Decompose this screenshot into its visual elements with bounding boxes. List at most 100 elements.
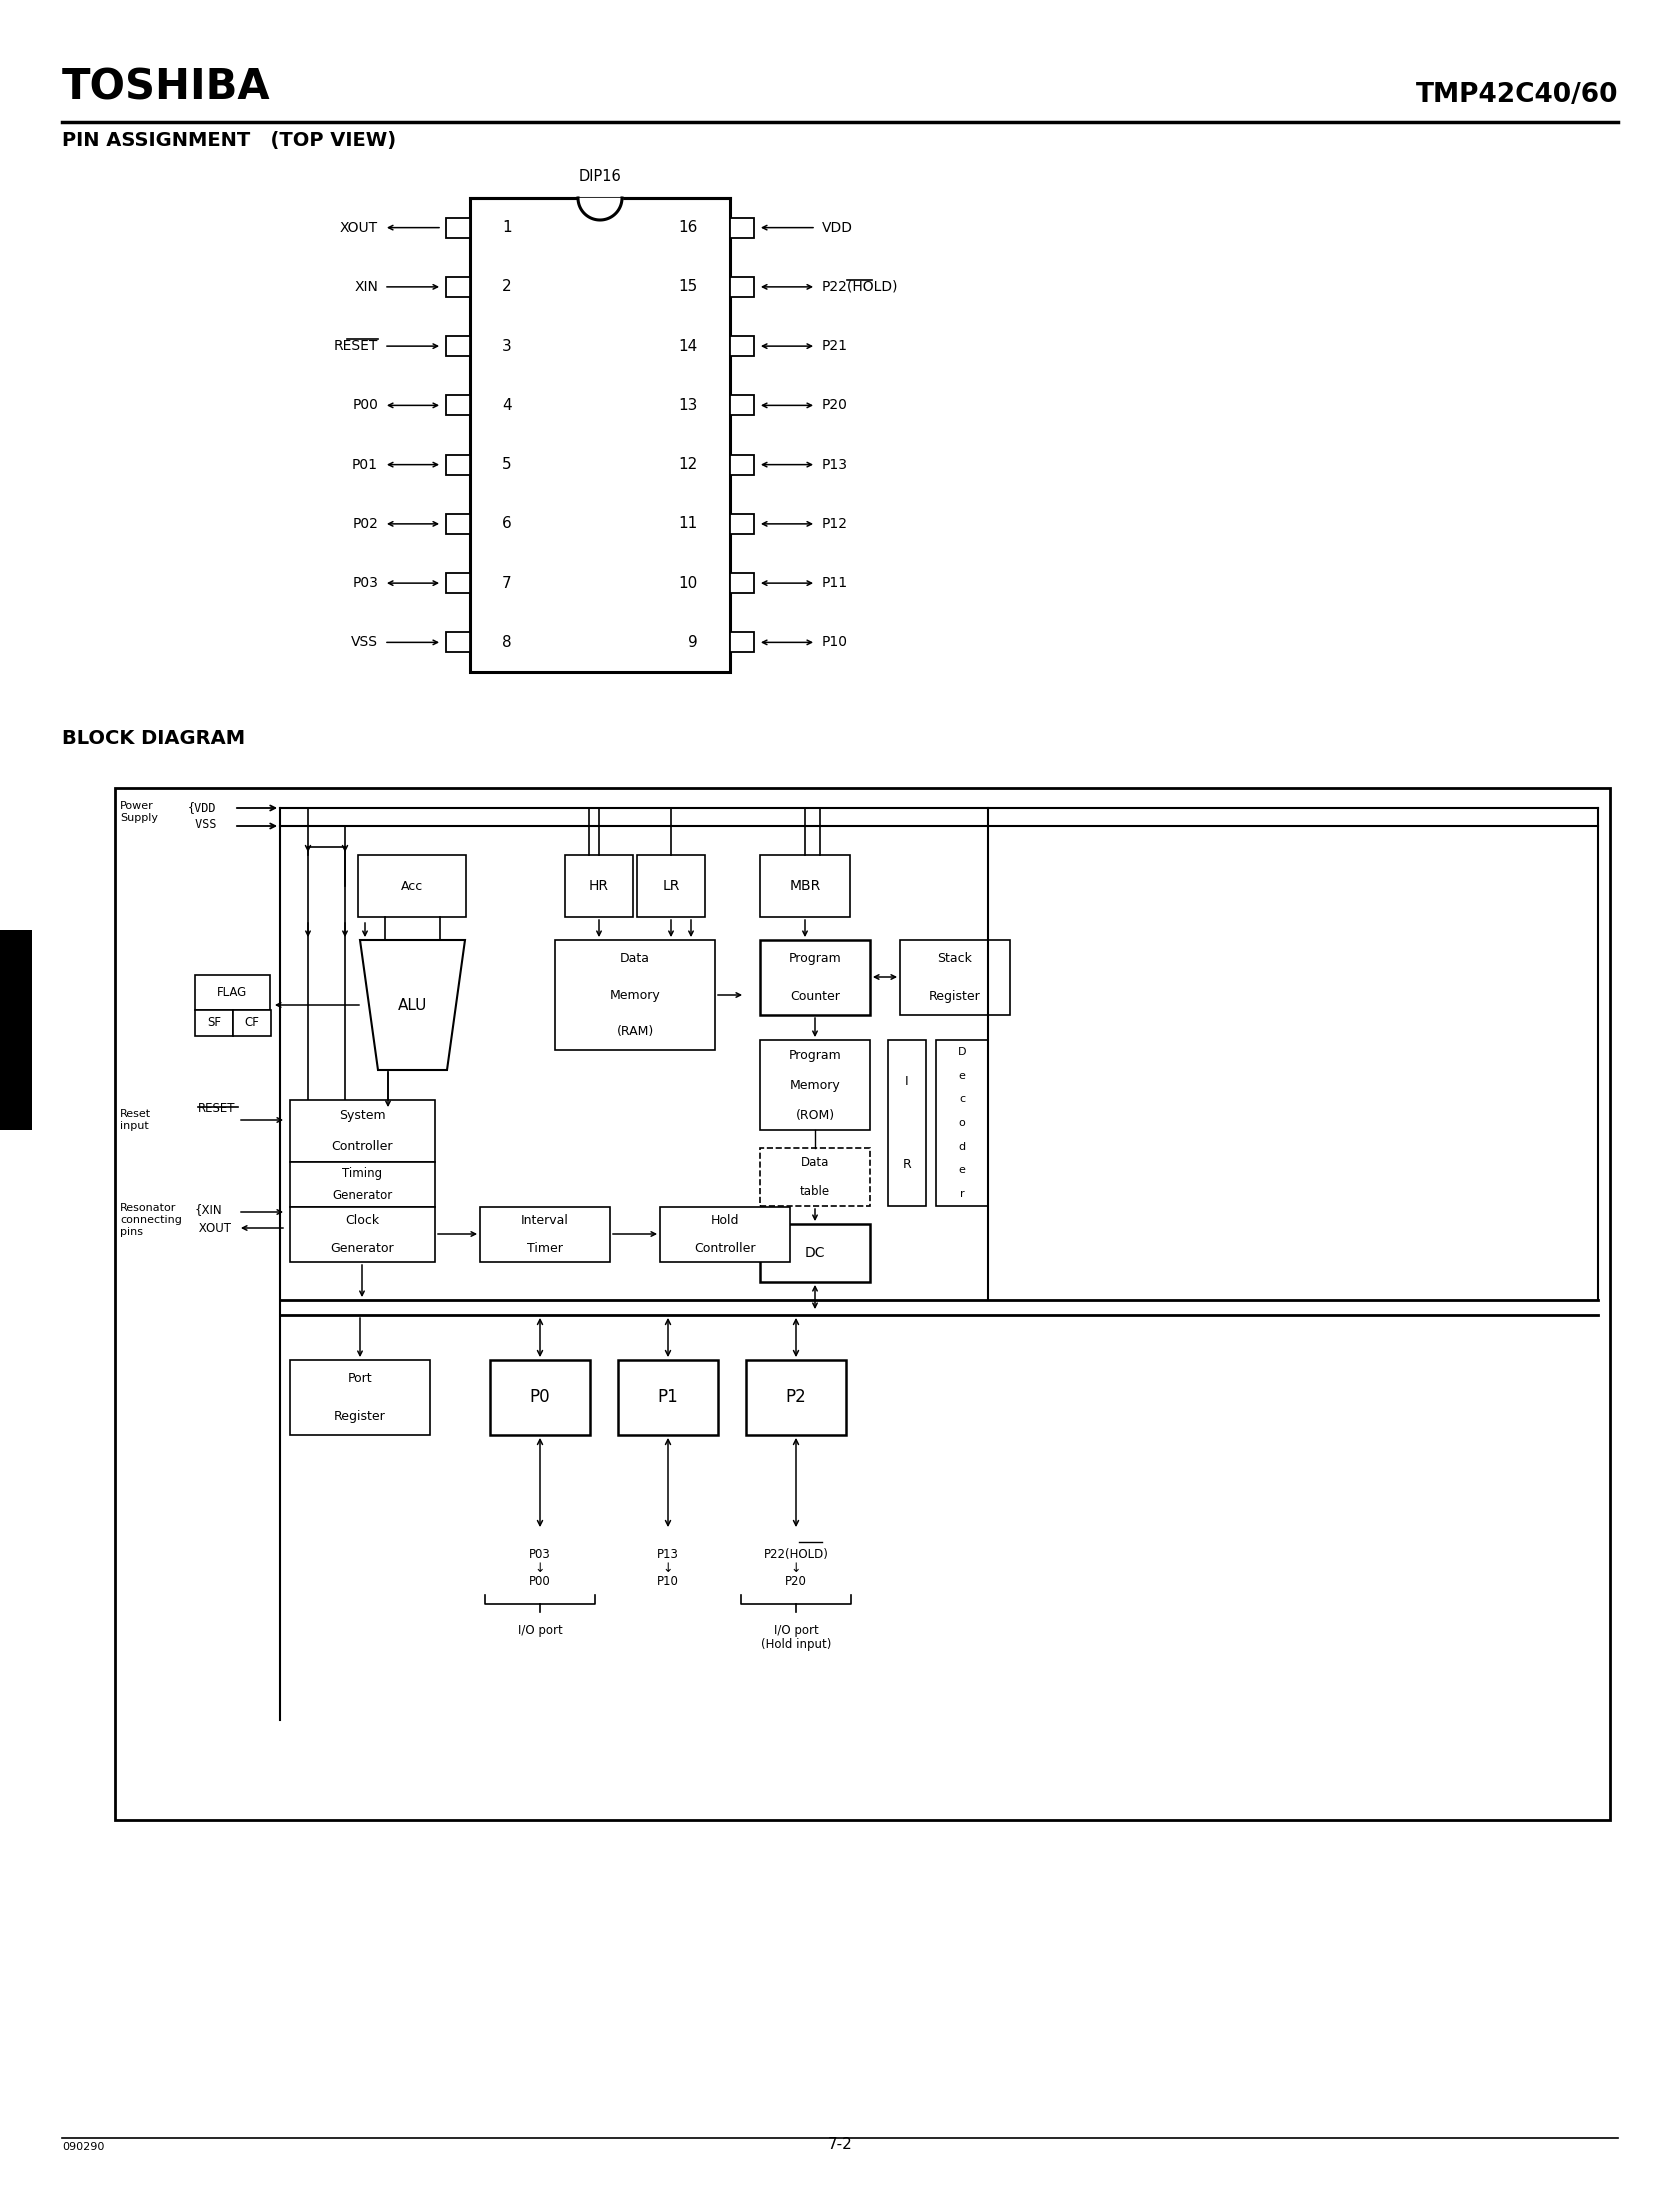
Bar bbox=[564, 855, 633, 916]
Text: Memory: Memory bbox=[790, 1078, 840, 1091]
Text: 16: 16 bbox=[679, 221, 697, 236]
Text: P10: P10 bbox=[657, 1575, 679, 1588]
Text: ↓: ↓ bbox=[662, 1562, 674, 1575]
Text: 090290: 090290 bbox=[62, 2141, 104, 2152]
Bar bbox=[0, 929, 32, 1131]
Bar bbox=[234, 1010, 270, 1037]
Text: 13: 13 bbox=[679, 398, 697, 413]
Bar bbox=[445, 573, 470, 593]
Bar bbox=[291, 1161, 435, 1207]
Bar bbox=[637, 855, 706, 916]
Bar bbox=[731, 396, 754, 416]
Text: P2: P2 bbox=[786, 1389, 806, 1406]
Text: 1: 1 bbox=[502, 221, 512, 236]
Bar bbox=[470, 199, 731, 671]
Text: RESET: RESET bbox=[198, 1102, 235, 1115]
Text: MBR: MBR bbox=[790, 879, 820, 892]
Text: BLOCK DIAGRAM: BLOCK DIAGRAM bbox=[62, 728, 245, 748]
Text: R: R bbox=[902, 1157, 911, 1170]
Text: P00: P00 bbox=[353, 398, 378, 413]
Bar bbox=[900, 940, 1010, 1015]
Bar bbox=[731, 219, 754, 238]
Text: Clock: Clock bbox=[346, 1214, 380, 1227]
Text: 9: 9 bbox=[689, 634, 697, 650]
Text: 2: 2 bbox=[502, 280, 512, 295]
Text: Power
Supply: Power Supply bbox=[119, 800, 158, 822]
Text: o: o bbox=[959, 1118, 966, 1128]
Text: P13: P13 bbox=[822, 457, 848, 472]
Text: 8: 8 bbox=[502, 634, 512, 650]
Text: LR: LR bbox=[662, 879, 680, 892]
Text: 11: 11 bbox=[679, 516, 697, 531]
Text: (Hold input): (Hold input) bbox=[761, 1638, 832, 1651]
Text: I/O port: I/O port bbox=[773, 1625, 818, 1638]
Bar bbox=[936, 1041, 988, 1205]
Text: Generator: Generator bbox=[333, 1190, 393, 1203]
Text: ↓: ↓ bbox=[791, 1562, 801, 1575]
Text: 12: 12 bbox=[679, 457, 697, 472]
Text: P20: P20 bbox=[822, 398, 848, 413]
Bar bbox=[731, 632, 754, 652]
Text: 6: 6 bbox=[502, 516, 512, 531]
Text: VSS: VSS bbox=[188, 818, 217, 831]
Text: Port: Port bbox=[348, 1371, 373, 1384]
Text: PIN ASSIGNMENT   (TOP VIEW): PIN ASSIGNMENT (TOP VIEW) bbox=[62, 131, 396, 151]
Bar bbox=[445, 632, 470, 652]
Bar bbox=[759, 1041, 870, 1131]
Text: 15: 15 bbox=[679, 280, 697, 295]
Bar bbox=[445, 337, 470, 356]
Text: {VDD: {VDD bbox=[188, 800, 217, 814]
Text: P22(HOLD): P22(HOLD) bbox=[764, 1548, 828, 1562]
Bar bbox=[445, 396, 470, 416]
Text: Memory: Memory bbox=[610, 989, 660, 1002]
Bar bbox=[554, 940, 716, 1050]
Text: XIN: XIN bbox=[354, 280, 378, 293]
Text: ↓: ↓ bbox=[534, 1562, 546, 1575]
Text: Data: Data bbox=[801, 1157, 830, 1170]
Text: (ROM): (ROM) bbox=[795, 1109, 835, 1122]
Text: XOUT: XOUT bbox=[339, 221, 378, 234]
Bar bbox=[291, 1207, 435, 1262]
Text: P03: P03 bbox=[529, 1548, 551, 1562]
Text: Hold: Hold bbox=[711, 1214, 739, 1227]
Text: Counter: Counter bbox=[790, 991, 840, 1004]
Bar bbox=[358, 855, 465, 916]
Text: 3: 3 bbox=[502, 339, 512, 354]
Text: P21: P21 bbox=[822, 339, 848, 352]
Text: P12: P12 bbox=[822, 516, 848, 531]
Text: P13: P13 bbox=[657, 1548, 679, 1562]
Text: P10: P10 bbox=[822, 636, 848, 650]
Bar bbox=[889, 1041, 926, 1205]
Text: ALU: ALU bbox=[398, 997, 427, 1013]
Text: 10: 10 bbox=[679, 575, 697, 590]
Bar bbox=[731, 514, 754, 534]
Text: System: System bbox=[339, 1109, 386, 1122]
Bar bbox=[480, 1207, 610, 1262]
Text: XOUT: XOUT bbox=[195, 1223, 232, 1233]
Text: P02: P02 bbox=[353, 516, 378, 531]
Text: I: I bbox=[906, 1076, 909, 1087]
Text: P1: P1 bbox=[657, 1389, 679, 1406]
Text: CF: CF bbox=[245, 1017, 259, 1030]
Bar bbox=[618, 1360, 717, 1435]
Bar bbox=[491, 1360, 590, 1435]
Text: P20: P20 bbox=[785, 1575, 806, 1588]
Text: P03: P03 bbox=[353, 575, 378, 590]
Bar bbox=[759, 1148, 870, 1205]
Bar bbox=[445, 278, 470, 297]
Bar bbox=[291, 1100, 435, 1161]
Text: HR: HR bbox=[590, 879, 610, 892]
Text: c: c bbox=[959, 1094, 964, 1104]
Bar bbox=[114, 787, 1609, 1820]
Bar bbox=[195, 1010, 234, 1037]
Bar bbox=[445, 514, 470, 534]
Text: Reset
input: Reset input bbox=[119, 1109, 151, 1131]
Text: Timing: Timing bbox=[343, 1166, 383, 1179]
Bar bbox=[445, 219, 470, 238]
Text: Register: Register bbox=[929, 991, 981, 1004]
Text: {XIN: {XIN bbox=[195, 1203, 223, 1216]
Bar bbox=[445, 455, 470, 475]
Text: TMP42C40/60: TMP42C40/60 bbox=[1416, 81, 1618, 107]
Text: TOSHIBA: TOSHIBA bbox=[62, 66, 270, 107]
Text: e: e bbox=[959, 1072, 966, 1080]
